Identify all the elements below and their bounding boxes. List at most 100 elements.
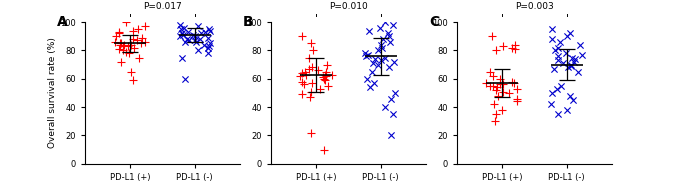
Point — [114, 42, 125, 45]
Text: P=0.010: P=0.010 — [329, 2, 368, 11]
Point — [550, 49, 561, 52]
Point — [503, 91, 514, 94]
Point — [568, 60, 579, 63]
Point — [481, 82, 492, 84]
Point — [295, 75, 306, 77]
Point — [492, 86, 503, 89]
Text: P=0.017: P=0.017 — [143, 2, 182, 11]
Point — [494, 83, 505, 86]
Point — [193, 25, 204, 28]
Point — [306, 82, 317, 84]
Point — [385, 134, 396, 137]
Point — [297, 80, 308, 83]
Point — [364, 86, 375, 89]
Point — [131, 39, 142, 42]
Point — [379, 56, 390, 59]
Point — [379, 106, 390, 109]
Point — [556, 84, 566, 87]
Point — [128, 38, 139, 40]
Point — [318, 77, 329, 80]
Point — [373, 63, 384, 66]
Point — [564, 94, 575, 97]
Point — [296, 35, 307, 38]
Point — [203, 36, 214, 39]
Point — [554, 40, 565, 43]
Point — [128, 79, 139, 82]
Point — [491, 49, 502, 52]
Point — [375, 43, 386, 46]
Point — [363, 29, 374, 32]
Point — [389, 91, 400, 94]
Point — [301, 73, 312, 76]
Point — [114, 43, 125, 46]
Point — [491, 89, 502, 92]
Point — [512, 97, 523, 100]
Point — [388, 60, 399, 63]
Point — [192, 49, 203, 52]
Point — [384, 66, 394, 69]
Point — [509, 82, 520, 84]
Point — [188, 33, 199, 36]
Point — [487, 35, 498, 38]
Point — [320, 79, 330, 82]
Point — [305, 131, 316, 134]
Point — [118, 45, 129, 48]
Point — [122, 45, 133, 48]
Text: C: C — [429, 15, 439, 29]
Point — [202, 46, 213, 49]
Point — [562, 66, 573, 69]
Point — [176, 56, 187, 59]
Y-axis label: Overall survival rate (%): Overall survival rate (%) — [48, 38, 57, 148]
Point — [567, 56, 578, 59]
Point — [557, 62, 568, 65]
Point — [376, 46, 387, 49]
Point — [577, 53, 588, 56]
Point — [360, 52, 371, 55]
Point — [362, 77, 373, 80]
Point — [561, 52, 572, 55]
Point — [303, 56, 314, 59]
Point — [490, 113, 501, 116]
Point — [299, 70, 310, 73]
Point — [388, 113, 398, 116]
Point — [128, 29, 139, 32]
Point — [305, 96, 316, 99]
Point — [509, 43, 520, 46]
Point — [123, 52, 134, 55]
Point — [191, 40, 202, 43]
Point — [190, 39, 201, 42]
Point — [494, 77, 505, 80]
Point — [575, 43, 585, 46]
Text: A: A — [57, 15, 68, 29]
Point — [320, 70, 331, 73]
Point — [126, 43, 137, 46]
Point — [199, 31, 210, 33]
Point — [135, 42, 146, 45]
Point — [204, 28, 215, 31]
Point — [194, 38, 205, 40]
Point — [488, 84, 498, 87]
Point — [132, 28, 143, 31]
Point — [484, 70, 495, 73]
Point — [184, 39, 194, 42]
Point — [110, 35, 121, 38]
Point — [109, 40, 120, 43]
Point — [562, 35, 573, 38]
Point — [562, 108, 573, 111]
Point — [511, 87, 522, 90]
Point — [326, 73, 337, 76]
Point — [315, 87, 326, 90]
Point — [553, 46, 564, 49]
Point — [322, 63, 333, 66]
Point — [205, 29, 216, 32]
Point — [565, 32, 576, 35]
Point — [384, 40, 395, 43]
Point — [553, 59, 564, 62]
Point — [118, 49, 129, 52]
Point — [375, 59, 386, 62]
Point — [115, 60, 126, 63]
Point — [296, 93, 307, 96]
Point — [120, 50, 131, 53]
Point — [174, 35, 185, 38]
Point — [203, 45, 214, 48]
